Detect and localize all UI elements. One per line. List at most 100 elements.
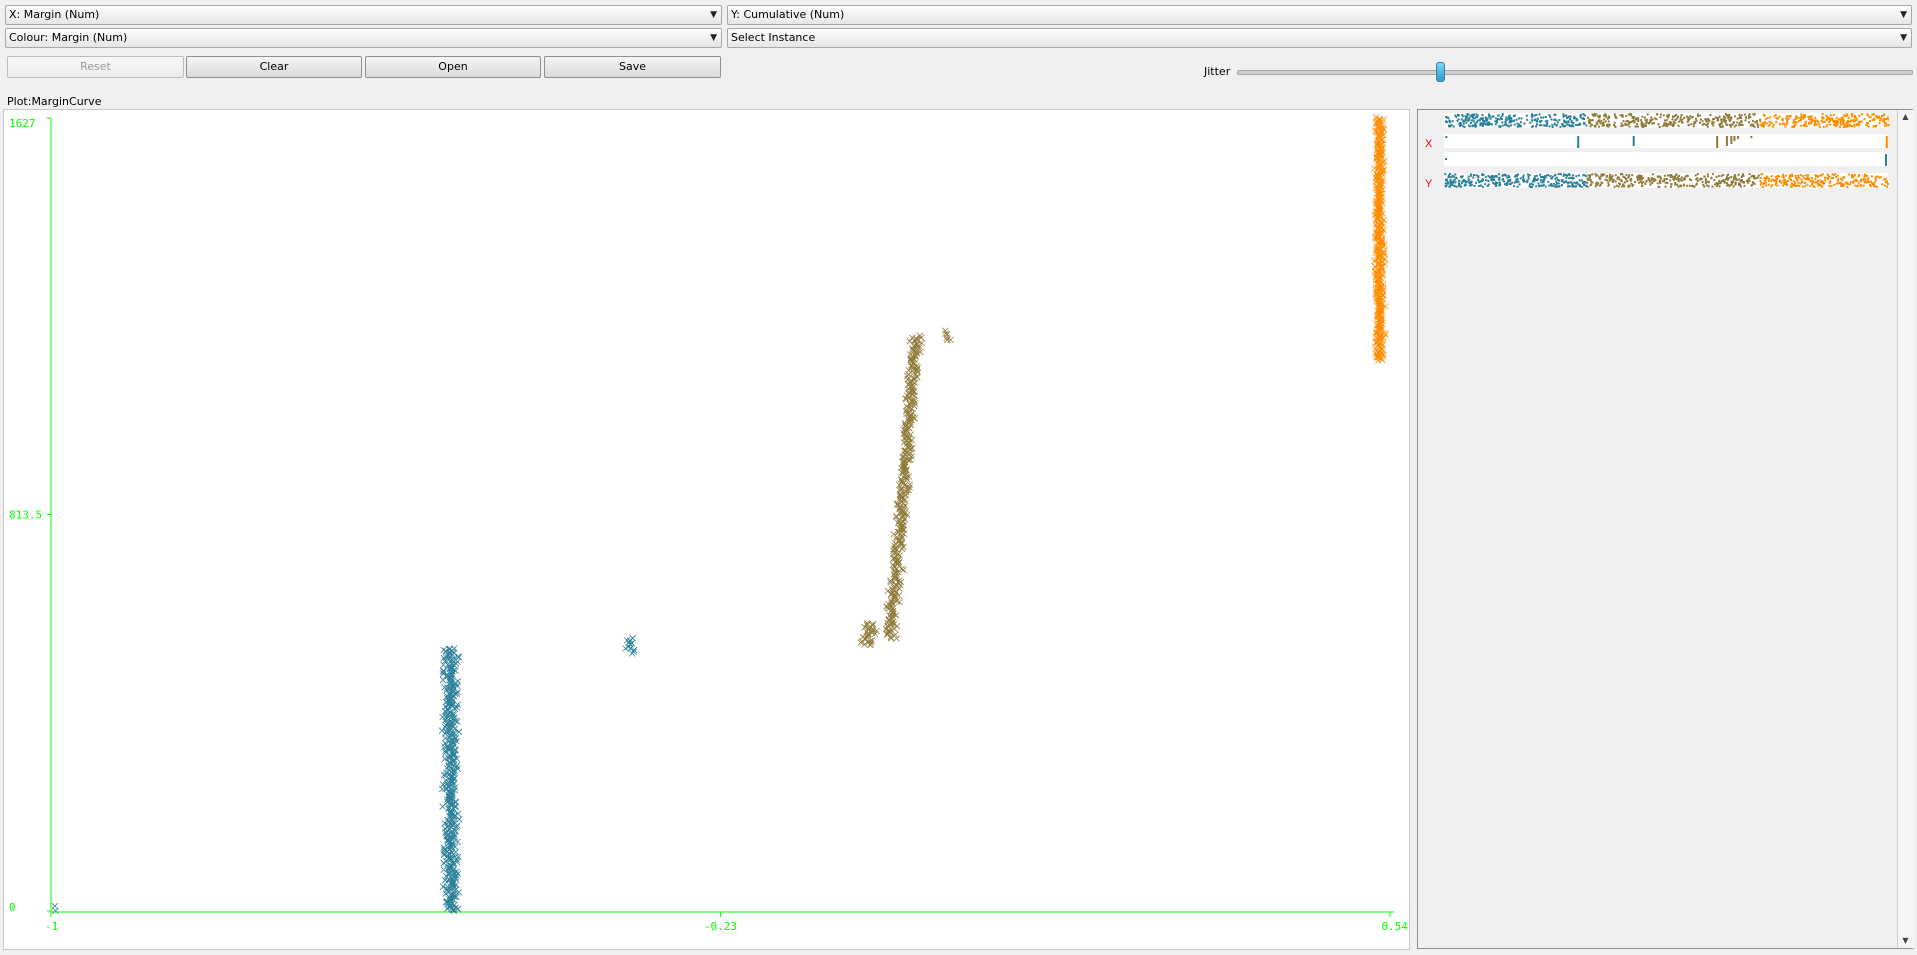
data-point [918, 339, 925, 347]
attribute-strip-y-dot [1532, 178, 1535, 181]
attribute-strip-1-dot [1621, 115, 1624, 118]
data-point [902, 395, 909, 402]
attribute-strip-y-dot [1485, 179, 1488, 182]
attribute-strip-y-dot [1767, 183, 1770, 186]
attribute-strip-1-dot [1644, 122, 1647, 125]
attribute-strip-1-dot [1701, 120, 1704, 123]
attribute-strip-1-dot [1837, 118, 1840, 121]
save-button[interactable]: Save [544, 56, 721, 78]
attribute-strip-y-dot [1863, 173, 1866, 176]
y-axis-select[interactable]: Y: Cumulative (Num) ▼ [727, 5, 1912, 25]
attribute-strip-x-tick [1632, 136, 1635, 146]
attribute-strip-1-dot [1494, 123, 1497, 126]
data-point [1375, 190, 1383, 198]
attribute-strip-y-dot [1464, 184, 1467, 187]
data-point [911, 379, 919, 387]
attribute-strip-1-dot [1725, 123, 1728, 126]
attribute-strip-y-dot [1673, 175, 1676, 178]
attribute-strip-1-dot [1842, 121, 1845, 124]
jitter-slider-track[interactable] [1237, 70, 1913, 75]
attribute-strip-1-dot [1804, 122, 1807, 125]
attribute-strip-y-dot [1466, 180, 1469, 183]
attribute-strip-y-dot [1794, 174, 1797, 177]
attribute-strip-1-dot [1607, 120, 1610, 123]
attribute-strip-1-dot [1447, 116, 1450, 119]
attribute-strip-y-dot [1447, 181, 1450, 184]
instance-select[interactable]: Select Instance ▼ [727, 28, 1912, 48]
attribute-strip-y-dot [1632, 183, 1635, 186]
attribute-strip-y-dot [1562, 174, 1565, 177]
attribute-strip-1-dot [1602, 123, 1605, 126]
attribute-strip-y-dot [1753, 182, 1756, 185]
attribute-strip-x-tick [1577, 136, 1580, 148]
data-point [893, 535, 900, 543]
attribute-strip-1-dot [1672, 124, 1675, 127]
attribute-strip-x-tick [1716, 136, 1719, 148]
attribute-strip-1-dot [1808, 121, 1811, 124]
attribute-strip-y-dot [1803, 182, 1806, 185]
attribute-strip-1-dot [1573, 115, 1576, 118]
attribute-strip-1-dot [1851, 125, 1854, 128]
attribute-strip-y-dot [1716, 184, 1719, 187]
data-point [451, 901, 458, 909]
attribute-strip-x-tick [1730, 136, 1733, 144]
attribute-strip-y-dot [1810, 176, 1813, 179]
attribute-strip-1-dot [1744, 119, 1747, 122]
attribute-strip-y-dot [1594, 182, 1597, 185]
clear-button[interactable]: Clear [186, 56, 362, 78]
attribute-strip-y-dot [1577, 183, 1580, 186]
attribute-strip-y-dot [1875, 175, 1878, 178]
vertical-scrollbar[interactable]: ▲ ▼ [1897, 110, 1913, 948]
attribute-strip-y-dot [1861, 178, 1864, 181]
attribute-strip-1-dot [1564, 124, 1567, 127]
data-point [906, 484, 913, 491]
attribute-strip-y-dot [1816, 174, 1819, 177]
attribute-strip-1-dot [1644, 124, 1647, 127]
attribute-strip-y-dot [1863, 181, 1866, 184]
attribute-strip-y-dot [1712, 173, 1715, 176]
attribute-strip-y-dot [1699, 178, 1702, 181]
jitter-slider-handle[interactable] [1436, 62, 1446, 82]
attribute-strip-1-dot [1586, 116, 1589, 119]
attribute-strip-y-dot [1491, 174, 1494, 177]
attribute-strip-1-dot [1607, 115, 1610, 118]
attribute-strip-1-dot [1883, 122, 1886, 125]
attribute-strip-1-dot [1733, 115, 1736, 118]
data-point [448, 809, 455, 817]
attribute-strip-y-dot [1713, 179, 1716, 182]
open-button[interactable]: Open [365, 56, 541, 78]
attribute-strip-x-tick [1885, 136, 1888, 148]
attribute-strip-y-dot [1449, 183, 1452, 186]
attribute-strip-1-dot [1743, 113, 1746, 116]
attribute-strip-y-dot [1528, 174, 1531, 177]
x-tick-label: -0.23 [704, 920, 737, 933]
attribute-strip-y-dot [1784, 178, 1787, 181]
attribute-strip-1-dot [1594, 114, 1597, 117]
data-point [1376, 332, 1384, 340]
attribute-strip-y-dot [1653, 178, 1656, 181]
attribute-strip-1-dot [1650, 119, 1653, 122]
scroll-up-icon[interactable]: ▲ [1902, 112, 1909, 121]
attribute-strip-y-dot [1454, 176, 1457, 179]
colour-select[interactable]: Colour: Margin (Num) ▼ [5, 28, 722, 48]
attribute-strip-y-dot [1640, 182, 1643, 185]
attribute-strip-1-dot [1711, 122, 1714, 125]
attribute-strip-y-dot [1515, 178, 1518, 181]
scatter-plot-panel[interactable]: 0 813.5 1627 -1 -0.23 0.54 [3, 109, 1410, 950]
attribute-strip-y-dot [1809, 180, 1812, 183]
attribute-strip-y-dot [1460, 175, 1463, 178]
attribute-strip-1-dot [1480, 117, 1483, 120]
attribute-strip-y-dot [1819, 174, 1822, 177]
attribute-strip-1-dot [1674, 114, 1677, 117]
attribute-strip-1-dot [1641, 122, 1644, 125]
scroll-down-icon[interactable]: ▼ [1902, 936, 1909, 945]
attribute-strip-y-dot [1696, 179, 1699, 182]
attribute-strip-1-dot [1645, 118, 1648, 121]
x-axis-select[interactable]: X: Margin (Num) ▼ [5, 5, 722, 25]
attribute-strip-1-dot [1507, 117, 1510, 120]
attribute-strip-y-dot [1586, 181, 1589, 184]
attribute-strip-1-dot [1685, 115, 1688, 118]
attribute-strip-1-dot [1849, 125, 1852, 128]
reset-button[interactable]: Reset [7, 56, 184, 78]
attribute-strip-1-dot [1613, 121, 1616, 124]
